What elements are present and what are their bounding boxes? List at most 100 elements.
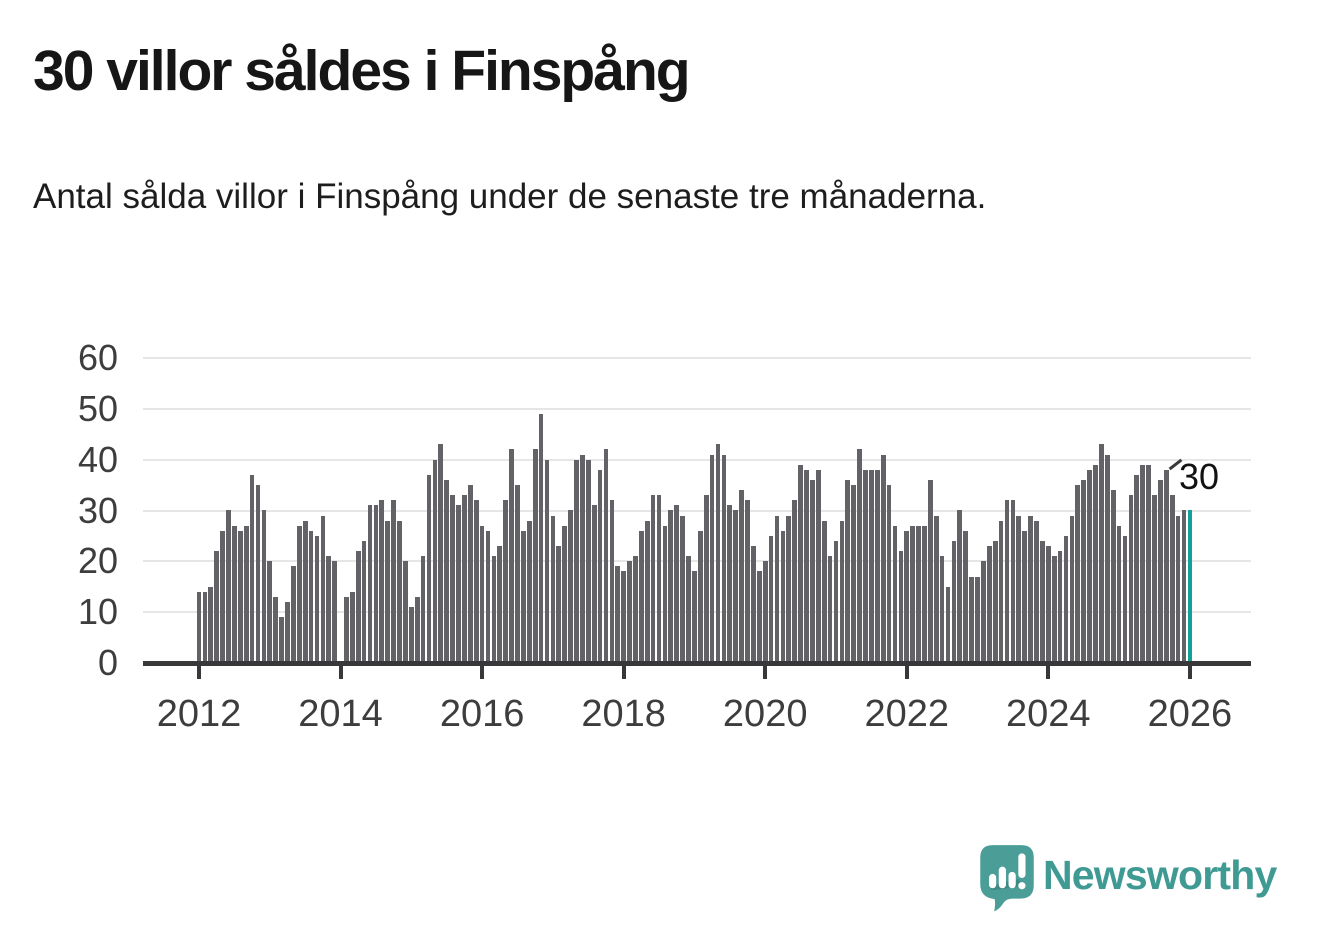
bar xyxy=(656,495,662,663)
bar xyxy=(1034,521,1039,663)
x-axis-label: 2018 xyxy=(581,693,666,735)
bar xyxy=(285,602,290,663)
bar xyxy=(727,505,733,663)
bar xyxy=(1016,516,1022,663)
page-title: 30 villor såldes i Finspång xyxy=(33,39,691,103)
bar xyxy=(933,516,939,663)
bar-chart: 0 10 20 30 40 50 60 2012 2014 2016 2018 2020 2022 202… xyxy=(77,337,1251,735)
bar xyxy=(869,470,874,663)
bar xyxy=(1116,526,1122,663)
bar xyxy=(467,485,473,663)
bar xyxy=(1104,455,1110,663)
bar xyxy=(1093,465,1098,663)
bar xyxy=(1175,516,1181,663)
bar xyxy=(426,475,432,663)
bar xyxy=(863,470,868,663)
bar xyxy=(538,414,544,663)
bar xyxy=(780,531,786,663)
bar xyxy=(815,470,821,663)
y-gridline xyxy=(143,458,1251,461)
bar xyxy=(874,470,880,663)
bar xyxy=(1128,495,1134,663)
bar xyxy=(491,556,497,663)
bar xyxy=(296,526,302,663)
x-axis-tick xyxy=(480,666,485,679)
bar xyxy=(916,526,921,663)
bar xyxy=(621,571,627,663)
bar xyxy=(798,465,803,663)
bar xyxy=(603,449,609,663)
bar xyxy=(585,460,591,663)
bar xyxy=(745,500,750,663)
bar xyxy=(886,485,892,663)
bar xyxy=(939,556,945,663)
y-axis-label: 10 xyxy=(77,591,118,633)
bar xyxy=(680,516,685,663)
bar xyxy=(692,571,697,663)
bar xyxy=(379,500,385,663)
bar xyxy=(349,592,355,663)
bar xyxy=(1099,444,1104,663)
bar xyxy=(1181,510,1187,663)
bar xyxy=(220,531,225,663)
bar xyxy=(273,597,279,663)
bar xyxy=(739,490,744,663)
bar xyxy=(414,597,420,663)
bar xyxy=(1163,470,1169,663)
bar xyxy=(774,516,780,663)
bar xyxy=(556,546,562,663)
bar xyxy=(662,526,668,663)
bar xyxy=(1134,475,1140,663)
x-axis-tick xyxy=(1046,666,1051,679)
bar xyxy=(261,510,267,663)
x-axis-tick xyxy=(197,666,201,679)
bar xyxy=(880,455,886,663)
bar xyxy=(762,561,768,663)
x-axis-line xyxy=(143,661,1251,666)
bar xyxy=(851,485,857,663)
bar xyxy=(408,607,414,663)
bar xyxy=(981,561,986,663)
bar xyxy=(733,510,739,663)
bar xyxy=(432,460,438,663)
bar xyxy=(485,531,491,663)
bar xyxy=(721,455,727,663)
bar xyxy=(998,521,1004,663)
y-gridline xyxy=(143,509,1251,512)
bar xyxy=(650,495,656,663)
x-axis-label: 2020 xyxy=(722,693,808,735)
bar xyxy=(249,475,255,663)
bar xyxy=(992,541,998,663)
bar xyxy=(1040,541,1045,663)
bar xyxy=(928,480,933,663)
bar xyxy=(668,510,674,663)
bar xyxy=(963,531,969,663)
y-gridline xyxy=(143,407,1251,410)
bar xyxy=(385,521,391,663)
bar xyxy=(473,500,479,663)
x-axis-tick xyxy=(621,666,626,679)
bar xyxy=(574,460,579,663)
newsworthy-branding: Newsworthy xyxy=(977,842,1277,914)
bar xyxy=(279,617,284,663)
y-gridline xyxy=(143,357,1251,359)
chart-subtitle: Antal sålda villor i Finspång under de s… xyxy=(33,177,987,216)
y-axis-label: 40 xyxy=(77,438,118,480)
bar xyxy=(957,510,963,663)
last-value-annotation: 30 xyxy=(1179,456,1220,497)
bar xyxy=(503,500,509,663)
bar xyxy=(237,531,243,663)
bar xyxy=(951,541,957,663)
brand-name: Newsworthy xyxy=(1043,852,1277,898)
bar xyxy=(1051,556,1057,663)
bar xyxy=(479,526,485,663)
bar xyxy=(1122,536,1128,663)
bar xyxy=(208,587,214,663)
bar xyxy=(302,521,308,663)
bar xyxy=(1152,495,1157,663)
bar xyxy=(969,577,974,663)
bar xyxy=(355,551,361,663)
x-axis-label: 2022 xyxy=(864,693,950,735)
y-gridline xyxy=(143,611,1251,614)
